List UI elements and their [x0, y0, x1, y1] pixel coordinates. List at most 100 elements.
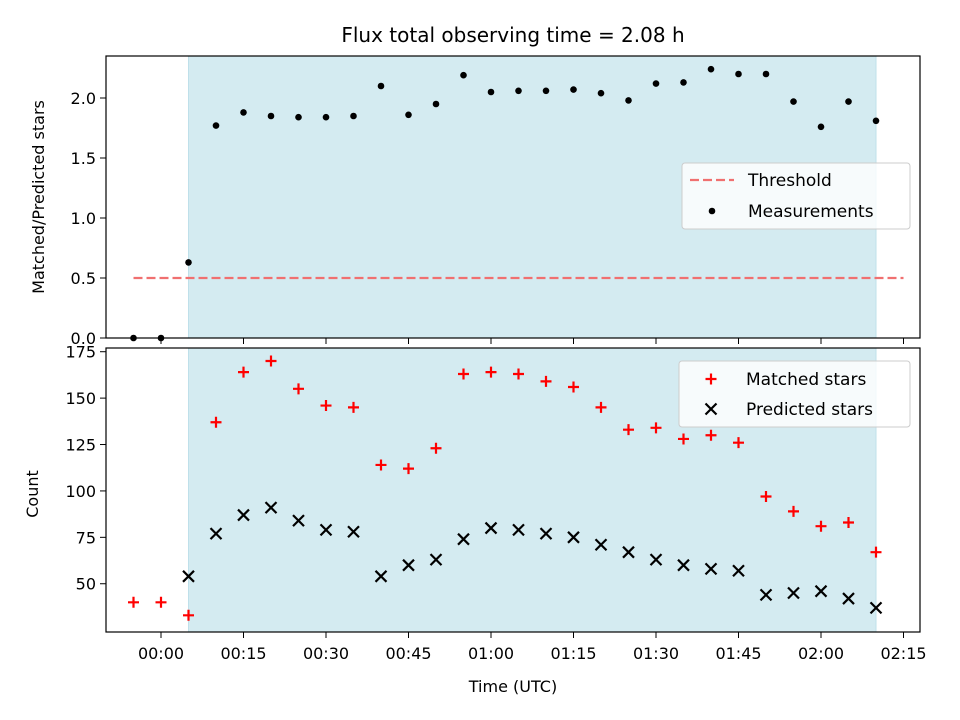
matched-star-point — [403, 463, 414, 475]
measurement-point — [707, 65, 715, 73]
x-axis-label: Time (UTC) — [468, 677, 557, 696]
matched-star-point — [870, 546, 882, 558]
predicted-star-point — [759, 588, 773, 602]
predicted-star-point — [732, 564, 745, 578]
matched-star-point — [815, 520, 827, 532]
x-tick-label: 00:45 — [385, 644, 431, 663]
matched-star-point — [595, 401, 607, 413]
predicted-star-point — [787, 586, 800, 600]
predicted-star-point — [677, 558, 690, 572]
measurement-point — [735, 70, 742, 78]
predicted-star-point — [292, 514, 305, 527]
matched-star-point — [540, 375, 552, 387]
measurement-point — [845, 98, 852, 105]
matched-star-point — [293, 383, 304, 395]
y-tick-label: 1.5 — [71, 149, 96, 168]
matched-star-point — [458, 368, 469, 380]
measurement-point — [295, 113, 302, 121]
predicted-star-point — [512, 523, 525, 537]
top-legend-box — [681, 162, 911, 230]
matched-star-point — [760, 490, 772, 502]
matched-star-point — [238, 366, 249, 378]
predicted-star-point — [429, 553, 443, 566]
legend-predicted-label: Predicted stars — [746, 400, 873, 420]
y-tick-label: 50 — [76, 575, 96, 594]
measurement-point — [762, 70, 770, 78]
legend-matched-swatch — [705, 373, 717, 385]
matched-star-point — [155, 596, 167, 608]
matched-star-point — [375, 459, 387, 471]
measurement-point — [652, 80, 660, 87]
measurement-point — [377, 82, 385, 90]
measurement-point — [267, 112, 275, 120]
predicted-star-point — [402, 558, 415, 572]
predicted-star-point — [374, 570, 388, 583]
y-tick-label: 1.0 — [71, 209, 96, 228]
matched-star-point — [705, 429, 717, 441]
predicted-star-point — [704, 562, 718, 576]
measurement-point — [185, 259, 192, 266]
matched-star-point — [733, 437, 744, 449]
matched-star-point — [320, 400, 332, 412]
measurement-point — [487, 88, 495, 96]
predicted-star-point — [869, 601, 883, 615]
x-tick-label: 01:15 — [550, 644, 596, 663]
matched-star-point — [485, 366, 497, 378]
predicted-star-point — [264, 501, 278, 514]
bottom-legend-box — [678, 360, 911, 428]
y-tick-label: 75 — [76, 528, 96, 547]
matched-star-point — [513, 368, 524, 380]
x-tick-label: 00:30 — [303, 644, 349, 663]
measurement-point — [680, 79, 687, 86]
y-tick-label: 175 — [65, 343, 96, 362]
legend-measurement-label: Measurements — [748, 202, 874, 222]
measurement-point — [817, 123, 825, 131]
legend-measurement-swatch — [708, 207, 716, 215]
ratio-panel: 0.0 0.5 1.0 1.5 2.0 Threshold Measurements — [71, 55, 921, 348]
x-tick-label: 01:45 — [715, 644, 761, 663]
measurement-point — [212, 122, 220, 129]
top-axes-frame — [105, 55, 921, 339]
predicted-star-point — [209, 527, 223, 540]
top-y-axis-label: Matched/Predicted stars — [29, 100, 48, 294]
matched-star-point — [210, 416, 222, 428]
predicted-star-point — [842, 592, 855, 605]
predicted-star-point — [622, 545, 635, 559]
matched-star-point — [128, 596, 139, 608]
matched-star-point — [348, 401, 359, 413]
bottom-y-axis-label: Count — [23, 470, 42, 518]
predicted-star-point — [237, 508, 250, 522]
measurement-point — [597, 89, 605, 97]
predicted-star-point — [539, 527, 553, 540]
matched-star-point — [265, 355, 277, 367]
x-tick-label: 00:00 — [138, 644, 184, 663]
top-legend: Threshold Measurements — [681, 162, 911, 230]
counts-panel: 50 75 100 125 150 175 00:00 00:15 00:30 00:45 01:0… — [65, 343, 926, 663]
y-tick-label: 0.5 — [71, 269, 96, 288]
y-tick-label: 100 — [65, 482, 96, 501]
predicted-star-point — [649, 553, 663, 566]
measurement-point — [350, 112, 357, 120]
matched-star-point — [678, 433, 689, 445]
predicted-star-point — [594, 538, 608, 552]
chart-title: Flux total observing time = 2.08 h — [341, 23, 684, 47]
legend-predicted-swatch — [704, 402, 718, 416]
matched-star-point — [430, 442, 442, 454]
predicted-star-point — [814, 584, 828, 598]
measurement-point — [790, 98, 797, 105]
y-tick-label: 2.0 — [71, 89, 96, 108]
bottom-legend: Matched stars Predicted stars — [678, 360, 911, 428]
matched-star-point — [183, 609, 194, 621]
measurement-point — [432, 100, 440, 108]
x-tick-label: 01:00 — [468, 644, 514, 663]
x-tick-label: 00:15 — [220, 644, 266, 663]
measurement-point — [322, 113, 330, 121]
x-tick-label: 01:30 — [633, 644, 679, 663]
measurement-point — [460, 71, 467, 79]
predicted-star-point — [567, 531, 580, 544]
y-tick-label: 150 — [65, 389, 96, 408]
predicted-star-point — [347, 525, 360, 539]
bottom-axes-frame — [105, 347, 921, 633]
matched-star-point — [650, 422, 662, 434]
